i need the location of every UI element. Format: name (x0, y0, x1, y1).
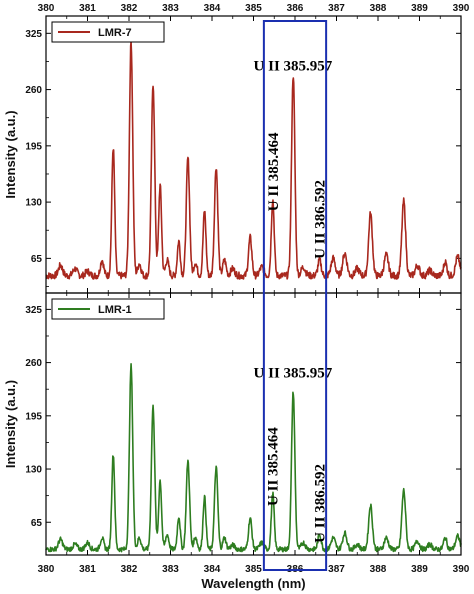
y-tick-label: 130 (25, 198, 42, 209)
x-axis-title: Wavelength (nm) (201, 576, 305, 591)
y-tick-label: 195 (25, 411, 42, 422)
y-tick-label: 130 (25, 465, 42, 476)
y-tick-label: 260 (25, 358, 42, 369)
x-tick-label: 389 (411, 564, 428, 575)
peak-annotation: U II 385.464 (266, 132, 282, 211)
x-tick-label-top: 382 (121, 3, 138, 14)
x-tick-label: 384 (204, 564, 221, 575)
x-tick-label: 381 (79, 564, 96, 575)
peak-annotation: U II 386.592 (313, 180, 329, 259)
y-tick-label: 260 (25, 85, 42, 96)
plot-frame (45, 292, 462, 556)
x-tick-label-top: 385 (245, 3, 262, 14)
series-line-LMR-1 (45, 362, 462, 553)
x-tick-label-top: 384 (204, 3, 221, 14)
highlight-box (262, 20, 328, 571)
x-tick-label-top: 380 (38, 3, 55, 14)
x-tick-label: 383 (162, 564, 179, 575)
y-tick-label: 325 (25, 305, 42, 316)
peak-annotation: U II 386.592 (313, 464, 329, 543)
x-tick-label-top: 387 (328, 3, 345, 14)
legend-label: LMR-1 (98, 304, 132, 316)
peak-annotation: U II 385.957 (254, 365, 333, 381)
peak-annotation: U II 385.464 (266, 427, 282, 506)
y-tick-label: 325 (25, 29, 42, 40)
y-axis-title: Intensity (a.u.) (3, 380, 18, 468)
x-tick-label: 390 (453, 564, 470, 575)
y-tick-label: 195 (25, 141, 42, 152)
x-tick-label-top: 390 (453, 3, 470, 14)
series-line-LMR-7 (45, 41, 462, 280)
legend-label: LMR-7 (98, 27, 132, 39)
x-tick-label-top: 381 (79, 3, 96, 14)
x-tick-label: 387 (328, 564, 345, 575)
x-tick-label-top: 388 (370, 3, 387, 14)
x-tick-label: 388 (370, 564, 387, 575)
peak-annotation: U II 385.957 (254, 59, 333, 75)
legend-box (51, 298, 165, 320)
y-tick-label: 65 (31, 254, 43, 265)
x-tick-label: 380 (38, 564, 55, 575)
x-tick-label-top: 389 (411, 3, 428, 14)
legend-box (51, 21, 165, 43)
x-tick-label-top: 386 (287, 3, 304, 14)
x-tick-label-top: 383 (162, 3, 179, 14)
y-tick-label: 65 (31, 518, 43, 529)
x-tick-label: 382 (121, 564, 138, 575)
y-axis-title: Intensity (a.u.) (3, 110, 18, 198)
x-tick-label: 385 (245, 564, 262, 575)
